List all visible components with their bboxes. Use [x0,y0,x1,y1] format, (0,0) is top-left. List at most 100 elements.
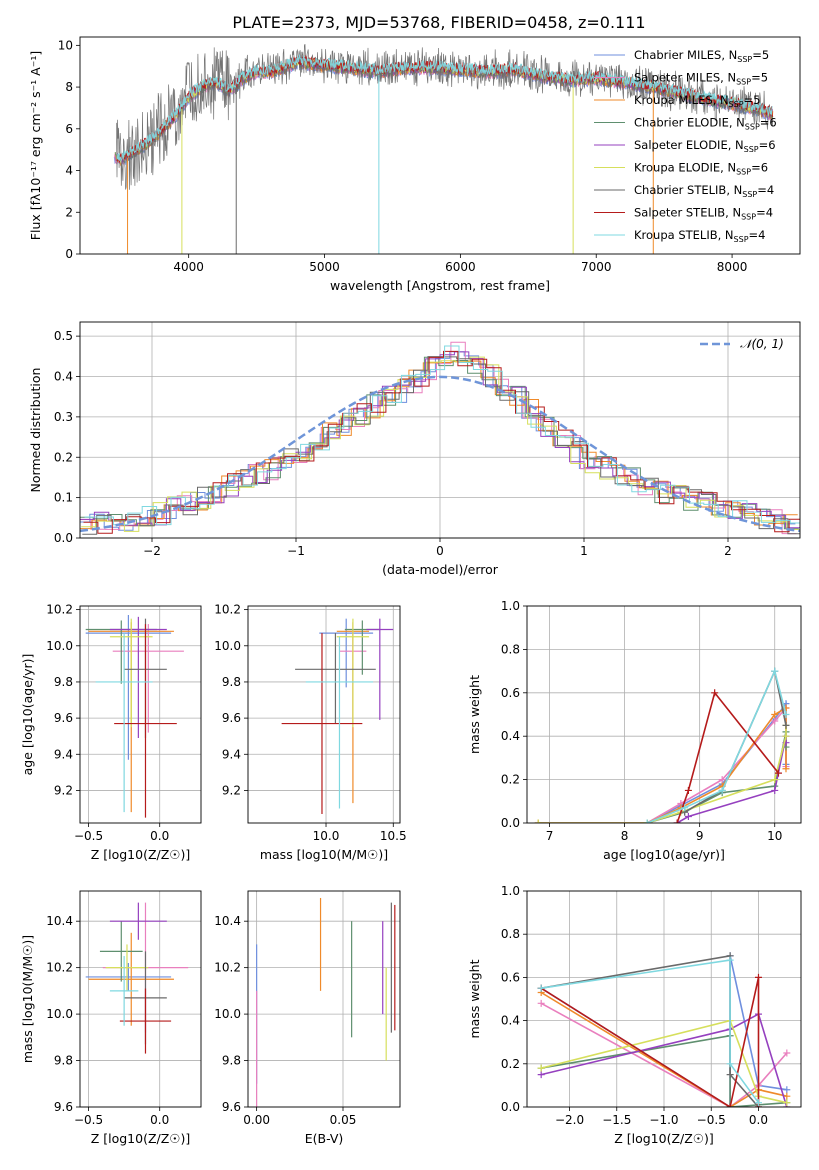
x-tick-label: 5000 [309,260,340,274]
weight-line-3 [540,991,787,1107]
y-tick-label: 10.0 [46,639,73,653]
y-tick-label: 0.3 [54,410,73,424]
histogram-step-7 [82,356,800,535]
axes-frame [247,605,401,824]
x-tick-label: 7000 [581,260,612,274]
x-tick-label: 0.0 [150,829,169,843]
x-tick-label: −0.5 [697,1113,726,1127]
legend-label: Kroupa STELIB, NSSP=4 [634,228,765,244]
panel-mass-weight-vs-age: 7 8 9 10 0.0 0.2 0.4 0.6 0.8 1.0 age [log10(age/yr… [467,599,802,862]
legend-label: Chabrier MILES, NSSP=5 [634,48,769,64]
weight-line-6 [538,725,787,823]
weight-marker [771,717,779,725]
weight-line-2 [538,705,787,823]
y-tick-label: 10.4 [214,914,241,928]
weight-line-4 [646,731,787,823]
x-tick-label: 10.0 [313,829,340,843]
x-tick-label: 0.05 [330,1113,357,1127]
x-tick-label: 8 [621,829,629,843]
legend-label: Kroupa MILES, NSSP=5 [634,93,760,109]
y-tick-label: 10.0 [214,639,241,653]
y-tick-label: 10.2 [46,603,73,617]
x-tick-label: −2 [143,544,161,558]
weight-marker [771,667,779,675]
x-tick-label: −1.0 [649,1113,678,1127]
histogram-step-6 [81,356,800,532]
spectrum-legend: Chabrier MILES, NSSP=5 Salpeter MILES, NS… [594,48,777,244]
legend-label: Salpeter STELIB, NSSP=4 [634,206,773,222]
y-tick-label: 9.6 [222,711,241,725]
axes-frame [526,890,802,1108]
plot-area-mass-vs-Z [85,902,189,1054]
x-tick-label: −0.5 [74,1113,103,1127]
y-tick-label: 2 [65,205,73,219]
histogram-step-8 [83,350,800,534]
y-tick-label: 9.8 [222,675,241,689]
y-tick-label: 0.6 [501,970,520,984]
weight-line-3 [538,706,787,823]
x-axis-label: mass [log10(M/M☉)] [260,847,388,862]
y-tick-label: 0.0 [501,816,520,830]
weight-marker [684,786,692,794]
y-tick-label: 8 [65,80,73,94]
weight-line-2 [540,1002,788,1107]
plot-area-age-vs-mass [281,618,394,814]
gaussian-curve [80,375,800,533]
y-tick-label: 1.0 [501,884,520,898]
weight-marker [643,819,651,823]
weight-marker [754,1099,762,1107]
y-tick-label: 0.6 [501,686,520,700]
x-axis-label: Z [log10(Z/Z☉)] [614,1131,714,1146]
weight-marker [771,776,779,784]
weight-marker [718,776,726,784]
y-tick-label: 9.6 [54,1100,73,1114]
x-axis-label: age [log10(age/yr)] [603,847,725,862]
y-tick-label: 10.2 [214,961,241,975]
y-tick-label: 0.8 [501,642,520,656]
panel-mass-vs-Z: −0.5 0.0 9.6 9.8 10.0 10.2 10.4 Z [log10(Z/Z☉)]… [20,890,202,1146]
y-tick-label: 9.8 [54,1054,73,1068]
x-tick-label: 8000 [717,260,748,274]
y-tick-label: 9.8 [54,675,73,689]
weight-marker [771,711,779,718]
y-tick-label: 0.2 [501,1057,520,1071]
x-tick-label: −1.5 [602,1113,631,1127]
x-tick-label: −0.5 [74,829,103,843]
plot-area-age-vs-Z [85,615,184,818]
x-axis-label: E(B-V) [305,1131,344,1146]
weight-marker [726,1060,734,1068]
weight-marker [782,732,790,740]
y-tick-label: 10 [58,38,73,52]
histogram-step-1 [80,351,796,531]
axes-frame [79,36,801,255]
weight-line-8 [540,977,760,1107]
x-axis-label: (data-model)/error [382,562,499,577]
panel-age-vs-Z: −0.5 0.0 9.2 9.4 9.6 9.8 10.0 10.2 Z [log10(Z/Z☉… [20,603,202,862]
y-tick-label: 0.8 [501,927,520,941]
weight-marker [718,786,726,794]
x-tick-label: 6000 [445,260,476,274]
y-tick-label: 0.1 [54,491,73,505]
y-tick-label: 0.5 [54,329,73,343]
y-tick-label: 10.0 [46,1007,73,1021]
y-axis-label: age [log10(age/yr)] [20,654,35,776]
histogram-step-9 [84,345,800,526]
x-tick-label: 7 [546,829,554,843]
x-tick-label: 10.5 [380,829,407,843]
y-tick-label: 0.0 [54,531,73,545]
legend-label: Salpeter MILES, NSSP=5 [634,71,768,87]
weight-marker [782,765,790,773]
weight-marker [684,812,692,820]
weight-marker [673,819,681,823]
y-tick-label: 0 [65,247,73,261]
weight-marker [537,1064,545,1072]
figure-title: PLATE=2373, MJD=53768, FIBERID=0458, z=0… [232,13,645,32]
y-tick-label: 1.0 [501,599,520,613]
weight-marker [771,786,779,794]
y-tick-label: 9.2 [222,783,241,797]
histogram-step-2 [80,341,797,535]
legend-label: Kroupa ELODIE, NSSP=6 [634,161,768,177]
y-tick-label: 10.2 [214,603,241,617]
weight-marker [537,999,545,1007]
